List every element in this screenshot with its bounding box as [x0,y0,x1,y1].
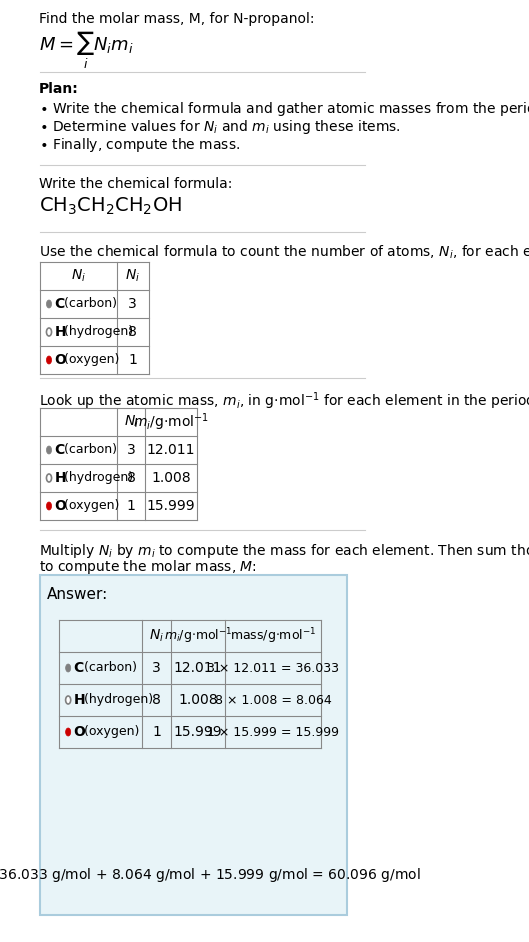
Circle shape [66,728,71,736]
Text: 8 × 1.008 = 8.064: 8 × 1.008 = 8.064 [215,693,332,706]
Text: Write the chemical formula:: Write the chemical formula: [39,177,232,191]
Text: Find the molar mass, M, for N-propanol:: Find the molar mass, M, for N-propanol: [39,12,314,26]
Text: 1 × 15.999 = 15.999: 1 × 15.999 = 15.999 [207,725,339,739]
Text: 12.011: 12.011 [174,661,222,675]
Text: $\mathbf{H}$: $\mathbf{H}$ [74,693,86,707]
Text: (oxygen): (oxygen) [80,725,139,739]
Text: (hydrogen): (hydrogen) [60,326,134,338]
Text: $\bullet$ Write the chemical formula and gather atomic masses from the periodic : $\bullet$ Write the chemical formula and… [39,100,529,118]
Text: to compute the molar mass, $M$:: to compute the molar mass, $M$: [39,558,257,576]
Text: $\mathbf{O}$: $\mathbf{O}$ [54,499,67,513]
Text: 1: 1 [128,353,137,367]
Text: $\mathbf{O}$: $\mathbf{O}$ [54,353,67,367]
Text: $M = \sum_i N_i m_i$: $M = \sum_i N_i m_i$ [39,30,133,72]
Circle shape [47,300,51,308]
Circle shape [47,474,51,482]
Text: (hydrogen): (hydrogen) [80,693,153,706]
Text: $\bullet$ Determine values for $N_i$ and $m_i$ using these items.: $\bullet$ Determine values for $N_i$ and… [39,118,400,136]
Text: $\mathbf{O}$: $\mathbf{O}$ [74,725,86,739]
Text: $m_i$/g$\cdot$mol$^{-1}$: $m_i$/g$\cdot$mol$^{-1}$ [164,626,232,646]
Text: 3: 3 [152,661,161,675]
Text: 1.008: 1.008 [151,471,191,485]
Text: 3 × 12.011 = 36.033: 3 × 12.011 = 36.033 [207,661,339,674]
Text: 1.008: 1.008 [178,693,218,707]
Text: 15.999: 15.999 [174,725,223,739]
Text: (carbon): (carbon) [80,661,136,674]
Text: 15.999: 15.999 [147,499,195,513]
Text: $\mathbf{H}$: $\mathbf{H}$ [54,471,67,485]
Circle shape [47,356,51,364]
Text: mass/g$\cdot$mol$^{-1}$: mass/g$\cdot$mol$^{-1}$ [230,626,316,646]
Text: $N_i$: $N_i$ [71,268,86,284]
Text: (carbon): (carbon) [60,298,117,311]
Text: 1: 1 [152,725,161,739]
Text: (hydrogen): (hydrogen) [60,472,134,484]
Text: (oxygen): (oxygen) [60,499,120,512]
Text: 8: 8 [126,471,135,485]
Text: Use the chemical formula to count the number of atoms, $N_i$, for each element:: Use the chemical formula to count the nu… [39,244,529,261]
Text: Multiply $N_i$ by $m_i$ to compute the mass for each element. Then sum those val: Multiply $N_i$ by $m_i$ to compute the m… [39,542,529,560]
Text: $\mathbf{C}$: $\mathbf{C}$ [54,297,66,311]
Text: $\mathbf{H}$: $\mathbf{H}$ [54,325,67,339]
Text: $\bullet$ Finally, compute the mass.: $\bullet$ Finally, compute the mass. [39,136,240,154]
Text: 1: 1 [126,499,135,513]
Text: $N_i$: $N_i$ [149,627,164,644]
Text: 12.011: 12.011 [147,443,195,457]
Circle shape [66,696,71,704]
Text: 3: 3 [129,297,137,311]
Circle shape [47,502,51,510]
FancyBboxPatch shape [40,575,346,915]
Text: $N_i$: $N_i$ [125,268,140,284]
Text: $\mathbf{C}$: $\mathbf{C}$ [74,661,85,675]
Text: Answer:: Answer: [47,587,108,602]
Text: 8: 8 [128,325,137,339]
Circle shape [47,328,51,336]
Text: 3: 3 [127,443,135,457]
Text: $N_i$: $N_i$ [124,414,139,430]
Text: $m_i$/g$\cdot$mol$^{-1}$: $m_i$/g$\cdot$mol$^{-1}$ [133,412,209,432]
Text: $M$ = 36.033 g/mol + 8.064 g/mol + 15.999 g/mol = 60.096 g/mol: $M$ = 36.033 g/mol + 8.064 g/mol + 15.99… [0,866,421,884]
Text: 8: 8 [152,693,161,707]
Text: $\mathrm{CH_3CH_2CH_2OH}$: $\mathrm{CH_3CH_2CH_2OH}$ [39,196,182,218]
Circle shape [47,446,51,454]
Circle shape [66,664,71,672]
Text: $\mathbf{C}$: $\mathbf{C}$ [54,443,66,457]
Text: (carbon): (carbon) [60,444,117,457]
Text: (oxygen): (oxygen) [60,353,120,366]
Text: Plan:: Plan: [39,82,78,96]
Text: Look up the atomic mass, $m_i$, in g$\cdot$mol$^{-1}$ for each element in the pe: Look up the atomic mass, $m_i$, in g$\cd… [39,390,529,412]
